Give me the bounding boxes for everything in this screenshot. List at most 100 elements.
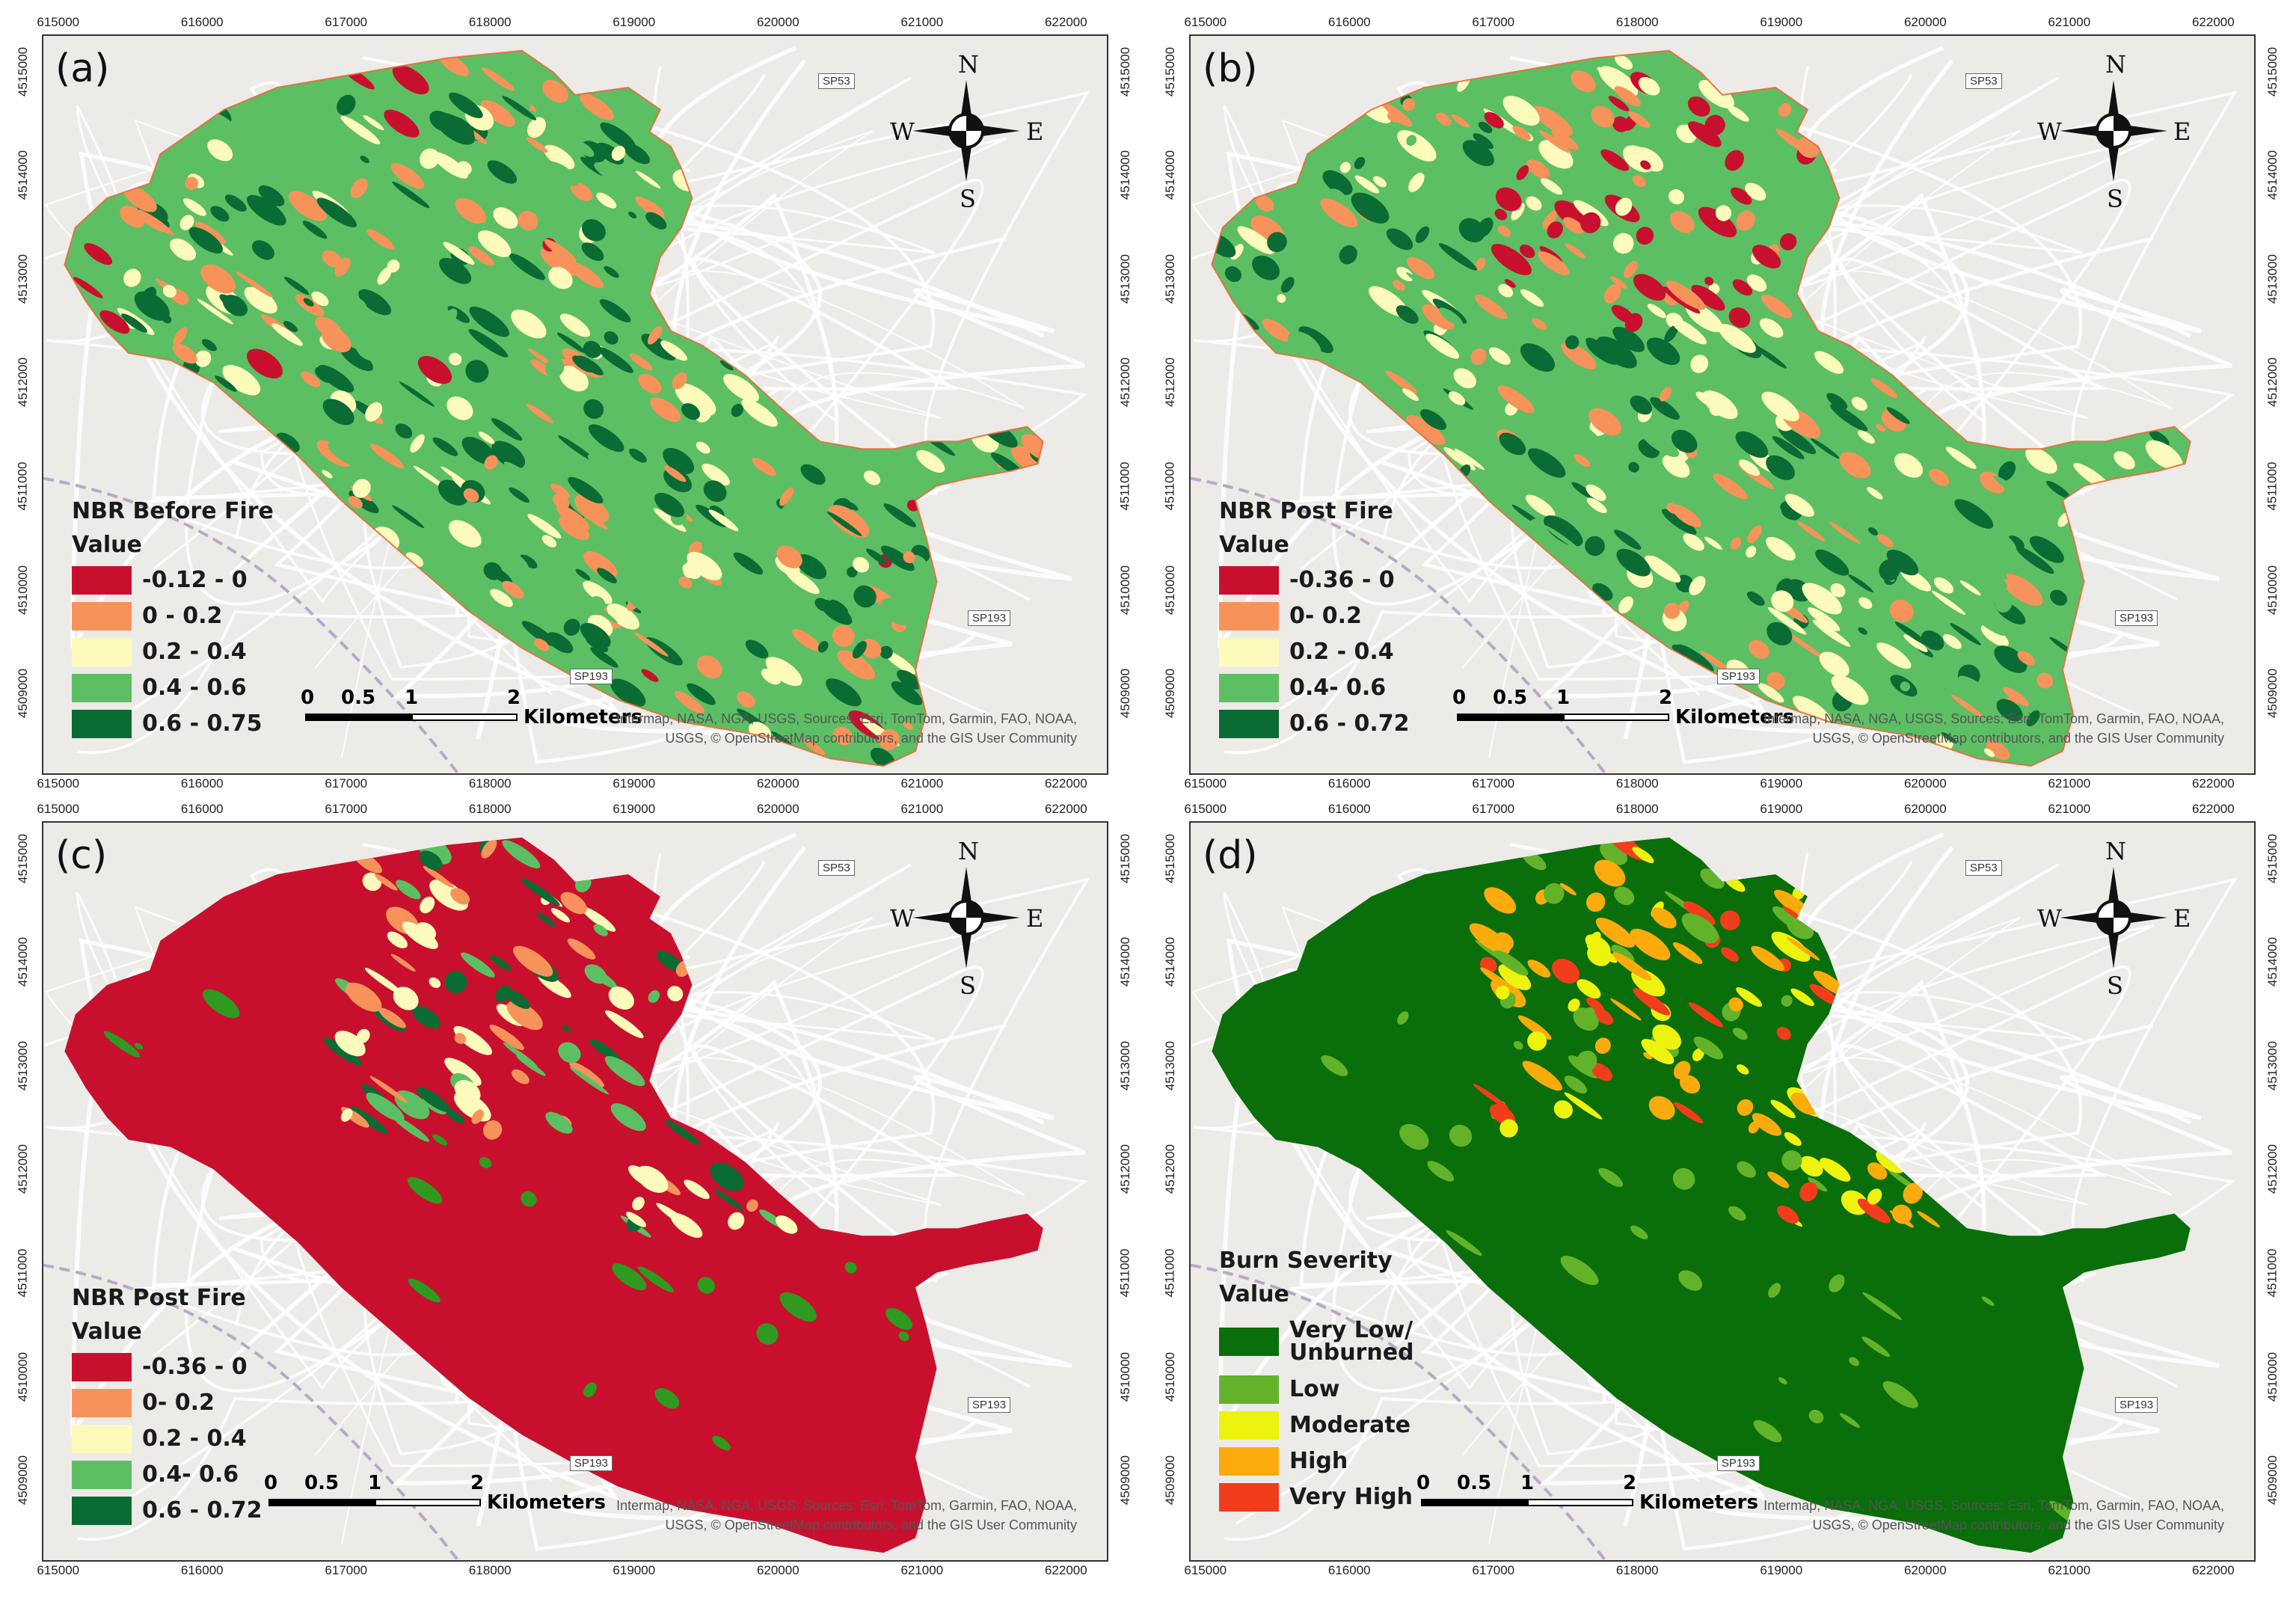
road-shield-sp193: SP193: [569, 669, 613, 684]
legend-title: NBR Post Fire: [1219, 498, 1393, 524]
x-tick-label-top: 622000: [1044, 802, 1087, 816]
x-tick-label-top: 616000: [180, 802, 224, 816]
y-tick-label-left: 4513000: [1163, 1040, 1178, 1090]
map-canvas: [43, 832, 1090, 1560]
x-tick-label-top: 619000: [1760, 802, 1803, 816]
scale-bar-tick-label: 1: [368, 1472, 382, 1494]
x-tick-label-bottom: 617000: [1472, 776, 1515, 791]
legend-swatch: [1219, 710, 1279, 738]
x-tick-label-bottom: 621000: [2048, 1563, 2091, 1577]
legend-label: -0.36 - 0: [142, 1354, 248, 1380]
y-tick-label-right: 4510000: [2265, 565, 2280, 615]
compass-e: E: [1026, 117, 1044, 146]
north-arrow-compass-icon: N S W E: [2037, 45, 2191, 213]
legend-swatch: [1219, 1483, 1279, 1512]
x-tick-label-top: 617000: [1472, 802, 1515, 816]
map-frame: [1189, 34, 2256, 775]
y-tick-label-left: 4509000: [16, 1455, 31, 1506]
map-frame: [1189, 821, 2256, 1562]
legend-item: 0.4 - 0.6: [72, 670, 274, 706]
scale-bar-tick-label: 0.5: [341, 687, 376, 709]
y-tick-label-right: 4509000: [1118, 669, 1133, 719]
legend-swatch: [1219, 1328, 1279, 1356]
x-tick-label-bottom: 616000: [1327, 776, 1371, 791]
y-tick-label-left: 4514000: [1163, 937, 1178, 987]
scale-bar-tick-label: 0: [264, 1472, 278, 1494]
map-canvas: [1191, 832, 2238, 1560]
legend-label: 0.6 - 0.72: [142, 1497, 263, 1523]
legend-subtitle: Value: [72, 532, 142, 558]
y-tick-label-right: 4515000: [2265, 833, 2280, 883]
legend-swatch: [72, 710, 132, 738]
legend-swatch: [72, 1389, 132, 1417]
road-shield-sp193: SP193: [968, 610, 1011, 626]
y-tick-label-left: 4513000: [16, 1040, 31, 1090]
road-shield-sp193: SP193: [2115, 610, 2158, 626]
x-tick-label-bottom: 617000: [1472, 1563, 1515, 1577]
legend-item: 0- 0.2: [72, 1385, 263, 1421]
x-tick-label-top: 618000: [468, 15, 512, 29]
legend-item: -0.36 - 0: [72, 1349, 263, 1385]
x-tick-label-top: 620000: [756, 802, 799, 816]
scale-bar-tick-label: 2: [507, 687, 521, 709]
compass-e: E: [2173, 904, 2191, 933]
legend-label: 0 - 0.2: [142, 603, 223, 629]
x-tick-label-top: 615000: [1184, 15, 1227, 29]
x-tick-label-top: 619000: [613, 802, 656, 816]
y-tick-label-right: 4514000: [2265, 150, 2280, 200]
y-tick-label-right: 4512000: [2265, 358, 2280, 408]
x-tick-label-bottom: 618000: [1615, 1563, 1659, 1577]
scale-bar-tick-label: 1: [1556, 687, 1571, 709]
scale-bar-segment: [305, 714, 411, 721]
y-tick-label-left: 4510000: [16, 565, 31, 615]
legend-label: 0.6 - 0.72: [1289, 711, 1410, 737]
legend-swatch: [1219, 674, 1279, 702]
x-tick-label-top: 615000: [37, 802, 80, 816]
x-tick-label-top: 620000: [1903, 802, 1947, 816]
y-tick-label-right: 4513000: [2265, 254, 2280, 304]
x-tick-label-bottom: 616000: [1327, 1563, 1371, 1577]
scale-bar-unit: Kilometers: [1639, 1491, 1758, 1514]
road-shield-sp53: SP53: [818, 73, 855, 89]
compass-n: N: [2105, 50, 2126, 79]
x-tick-label-bottom: 619000: [1760, 1563, 1803, 1577]
map-panel-c: 615000 615000 616000 616000 617000 617000 6180…: [15, 802, 1132, 1577]
legend-item: Very High: [1219, 1479, 1414, 1515]
map-frame: [42, 821, 1108, 1562]
legend-label: 0- 0.2: [142, 1390, 215, 1416]
legend-swatch: [72, 1497, 132, 1525]
y-tick-label-right: 4512000: [2265, 1144, 2280, 1194]
y-tick-label-right: 4515000: [1118, 46, 1133, 96]
scale-bar: 0 0.5 1 2 Kilometers: [301, 687, 679, 731]
x-tick-label-top: 620000: [756, 15, 799, 29]
scale-bar-segment: [1457, 714, 1563, 721]
x-tick-label-top: 622000: [1044, 15, 1087, 29]
y-tick-label-right: 4515000: [2265, 46, 2280, 96]
legend-item: -0.36 - 0: [1219, 562, 1410, 598]
panel-label: (c): [55, 833, 108, 878]
x-tick-label-bottom: 615000: [1184, 1563, 1227, 1577]
x-tick-label-top: 622000: [2191, 802, 2235, 816]
road-shield-sp193: SP193: [1716, 669, 1760, 684]
x-tick-label-bottom: 621000: [2048, 776, 2091, 791]
scale-bar-unit: Kilometers: [524, 706, 642, 728]
scale-bar-segment: [411, 714, 518, 721]
y-tick-label-right: 4514000: [1118, 937, 1133, 987]
compass-n: N: [2105, 837, 2126, 865]
panel-label: (a): [55, 46, 110, 91]
y-tick-label-left: 4509000: [16, 669, 31, 719]
x-tick-label-bottom: 615000: [1184, 776, 1227, 791]
legend-item: 0.4- 0.6: [1219, 670, 1410, 706]
legend-item: 0.4- 0.6: [72, 1457, 263, 1493]
y-tick-label-right: 4512000: [1118, 358, 1133, 408]
x-tick-label-bottom: 621000: [900, 776, 944, 791]
y-tick-label-left: 4513000: [1163, 254, 1178, 304]
legend-item: -0.12 - 0: [72, 562, 274, 598]
y-tick-label-left: 4515000: [16, 833, 31, 883]
legend-subtitle: Value: [72, 1319, 142, 1345]
scale-bar-tick-label: 2: [1659, 687, 1673, 709]
legend-label: 0.4 - 0.6: [142, 675, 247, 701]
y-tick-label-right: 4514000: [1118, 150, 1133, 200]
y-tick-label-right: 4511000: [2265, 1248, 2280, 1298]
x-tick-label-bottom: 615000: [37, 776, 80, 791]
